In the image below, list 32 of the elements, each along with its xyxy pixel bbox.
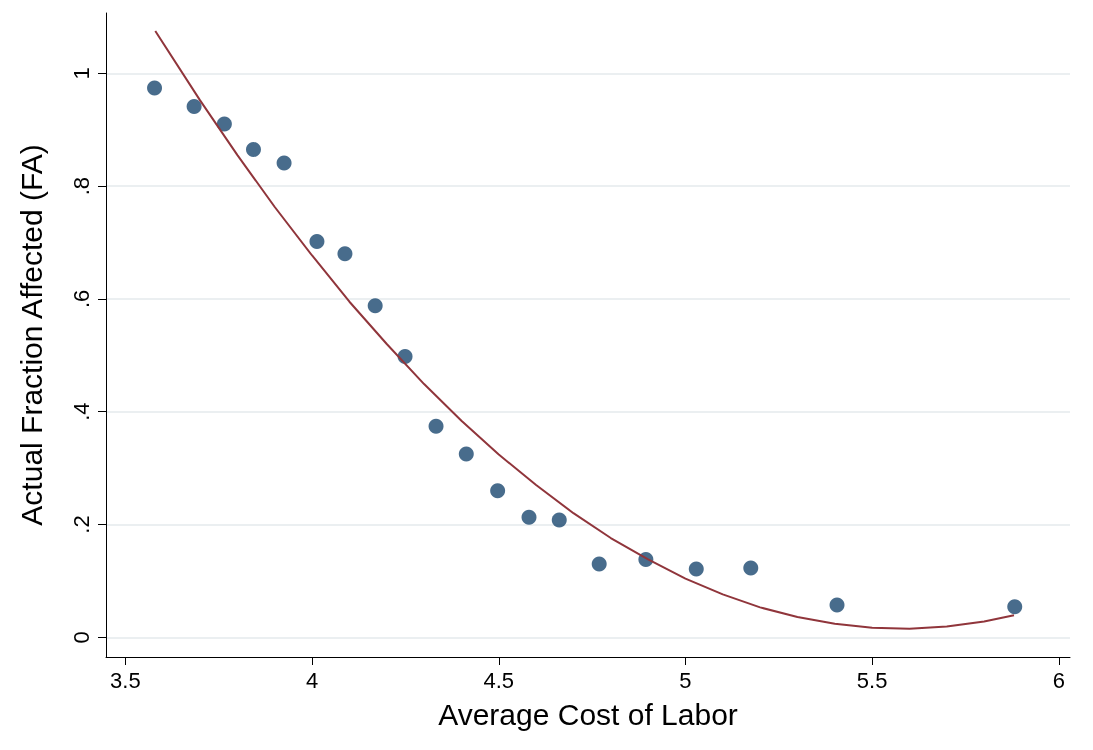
- point: [591, 556, 607, 572]
- point: [551, 512, 567, 528]
- point: [245, 141, 261, 157]
- point: [276, 155, 292, 171]
- point: [521, 509, 537, 525]
- y-axis-title: Actual Fraction Affected (FA): [14, 144, 48, 526]
- x-tick-label: 5.5: [856, 667, 888, 693]
- point: [688, 561, 704, 577]
- y-tick-label: 0: [68, 631, 94, 644]
- point: [743, 560, 759, 576]
- x-tick-label: 5: [679, 667, 692, 693]
- point: [147, 80, 163, 96]
- x-tick-label: 6: [1052, 667, 1065, 693]
- point: [428, 418, 444, 434]
- y-tick-label: 1: [68, 67, 94, 80]
- y-tick-label: .4: [68, 402, 94, 421]
- point: [186, 99, 202, 115]
- point: [829, 597, 845, 613]
- point: [490, 483, 506, 499]
- point: [309, 233, 325, 249]
- point: [367, 298, 383, 314]
- y-tick-label: .8: [68, 176, 94, 196]
- y-tick-label: .2: [68, 515, 94, 534]
- point: [337, 246, 353, 262]
- x-tick-label: 4: [305, 667, 319, 693]
- x-tick-label: 4.5: [483, 667, 515, 693]
- x-tick-label: 3.5: [110, 667, 141, 693]
- point: [216, 116, 232, 132]
- x-axis-title: Average Cost of Labor: [438, 697, 738, 731]
- point: [1007, 599, 1023, 615]
- y-tick-label: .6: [68, 289, 94, 309]
- point: [458, 446, 474, 462]
